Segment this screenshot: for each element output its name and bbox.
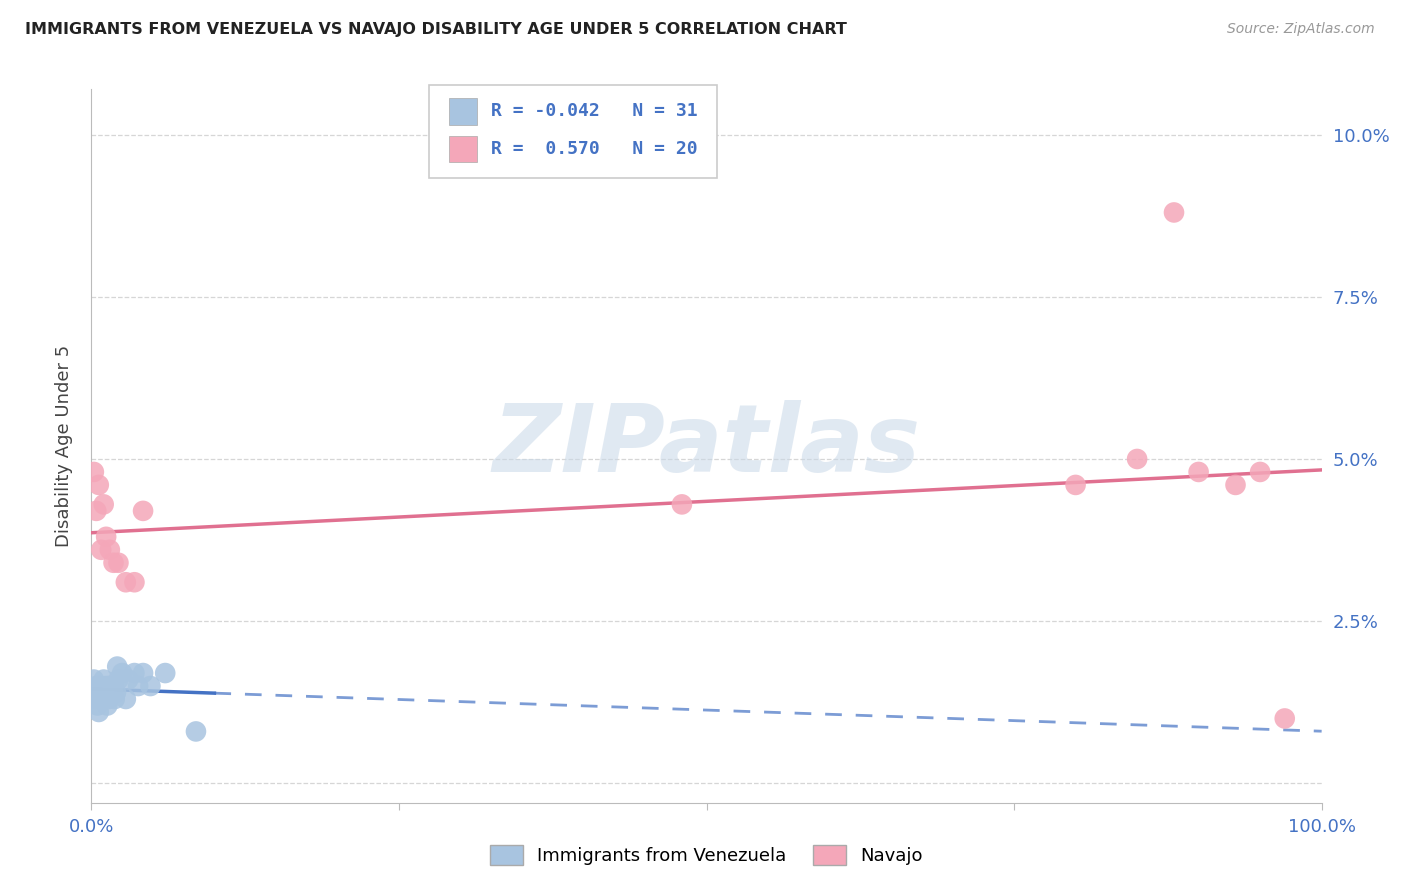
Point — [91, 692, 114, 706]
Point — [86, 679, 108, 693]
Point — [100, 685, 122, 699]
Point — [104, 692, 127, 706]
Point — [114, 575, 138, 590]
Text: IMMIGRANTS FROM VENEZUELA VS NAVAJO DISABILITY AGE UNDER 5 CORRELATION CHART: IMMIGRANTS FROM VENEZUELA VS NAVAJO DISA… — [25, 22, 848, 37]
Point — [90, 542, 112, 557]
Point — [117, 673, 139, 687]
Point — [139, 679, 162, 693]
Point — [107, 556, 129, 570]
Y-axis label: Disability Age Under 5: Disability Age Under 5 — [55, 345, 73, 547]
Point — [107, 673, 129, 687]
Point — [132, 504, 155, 518]
Point — [83, 673, 105, 687]
Text: R =  0.570   N = 20: R = 0.570 N = 20 — [491, 140, 697, 158]
Point — [105, 659, 128, 673]
Point — [97, 692, 120, 706]
Point — [124, 666, 146, 681]
Point — [87, 705, 110, 719]
Point — [86, 698, 108, 713]
Point — [671, 497, 693, 511]
Point — [114, 692, 138, 706]
Point — [82, 685, 104, 699]
Text: ZIPatlas: ZIPatlas — [492, 400, 921, 492]
Point — [83, 465, 105, 479]
Point — [1274, 711, 1296, 725]
Text: R = -0.042   N = 31: R = -0.042 N = 31 — [491, 103, 697, 120]
Point — [86, 504, 108, 518]
Point — [93, 497, 115, 511]
Point — [98, 542, 121, 557]
Point — [124, 575, 146, 590]
Point — [84, 692, 107, 706]
Point — [101, 685, 124, 699]
Point — [93, 673, 115, 687]
Point — [94, 685, 117, 699]
Point — [1249, 465, 1271, 479]
Point — [1187, 465, 1209, 479]
Point — [111, 666, 134, 681]
Point — [127, 679, 149, 693]
Point — [105, 685, 127, 699]
Point — [90, 685, 112, 699]
Text: Source: ZipAtlas.com: Source: ZipAtlas.com — [1227, 22, 1375, 37]
Point — [1064, 478, 1087, 492]
Point — [1225, 478, 1247, 492]
Legend: Immigrants from Venezuela, Navajo: Immigrants from Venezuela, Navajo — [482, 838, 931, 872]
Point — [132, 666, 155, 681]
Point — [87, 478, 110, 492]
Point — [96, 698, 118, 713]
Point — [98, 679, 121, 693]
Point — [153, 666, 177, 681]
Point — [103, 556, 125, 570]
Point — [96, 679, 117, 693]
Point — [184, 724, 207, 739]
Point — [1163, 205, 1185, 219]
Point — [1126, 452, 1149, 467]
Point — [89, 679, 111, 693]
Point — [103, 679, 125, 693]
Point — [96, 530, 117, 544]
